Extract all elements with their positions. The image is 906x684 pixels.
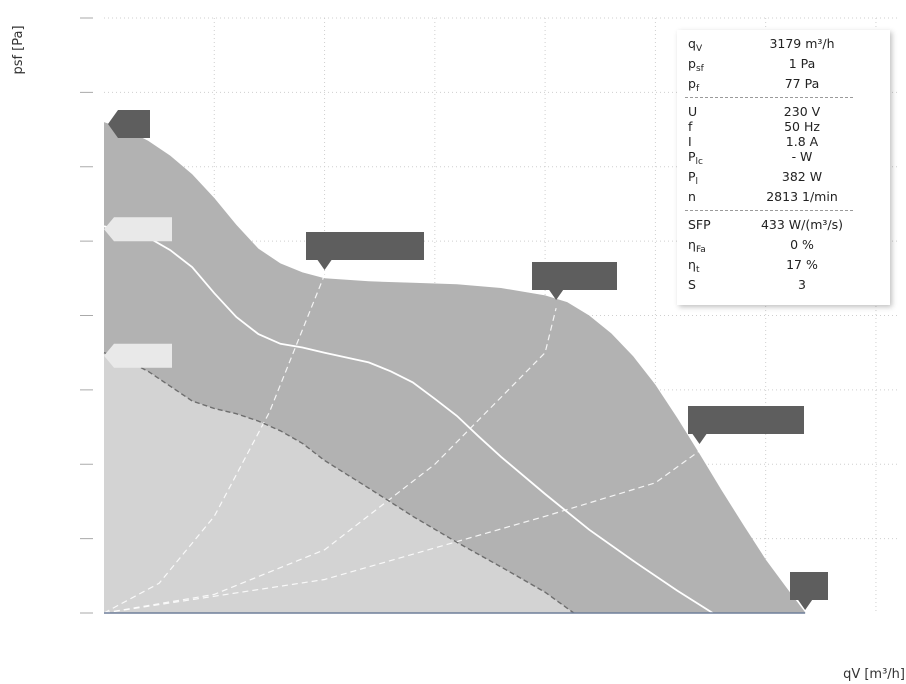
info-value: 1 Pa [788,56,816,71]
info-row: ηFa 0 % [677,236,890,255]
fan-curve-1 [103,225,714,614]
efficiency-line-2 [103,307,557,614]
callout-marker-1 [108,110,150,138]
info-row: Pl 382 W [677,168,890,187]
info-row: Plc - W [677,148,890,167]
curves [103,225,806,614]
info-symbol: U [688,103,697,121]
curve-label-box [104,217,172,242]
info-row: I 1.8 A [677,133,890,151]
info-symbol: S [688,276,696,294]
info-value: 230 V [783,104,821,119]
info-symbol-subscript: l [695,177,699,187]
lower-curve-area [104,352,574,613]
callout-marker-5 [790,572,828,610]
info-symbol-text: P [688,149,696,164]
fan-curve-2 [103,352,575,614]
info-value: 17 % [786,257,818,272]
info-row: SFP 433 W/(m³/s) [677,216,890,234]
info-symbol: ηFa [688,236,706,259]
info-symbol: pf [688,75,699,98]
callout-marker-3 [532,262,617,300]
info-value: 1.8 A [785,134,819,149]
info-value: 77 Pa [784,76,820,91]
info-symbol-subscript: V [695,44,703,54]
annotations [104,110,828,610]
info-separator [685,97,853,98]
info-row: n 2813 1/min [677,188,890,206]
info-symbol: psf [688,55,704,78]
info-symbol-text: I [688,134,692,149]
info-value: 433 W/(m³/s) [760,217,844,232]
info-symbol-subscript: lc [695,157,703,167]
info-symbol: f [688,118,692,136]
info-symbol-text: p [688,76,696,91]
info-symbol-text: S [688,277,696,292]
info-symbol: SFP [688,216,711,234]
info-value: - W [791,149,813,164]
info-row: U 230 V [677,103,890,121]
efficiency-line-3 [103,450,700,614]
info-symbol: I [688,133,692,151]
info-value: 2813 1/min [766,189,838,204]
info-value: 50 Hz [784,119,820,134]
info-symbol: Plc [688,148,703,171]
info-value: 382 W [781,169,823,184]
info-value: 0 % [790,237,814,252]
info-symbol: ηt [688,256,699,279]
curve-label-box [104,343,172,368]
info-symbol: n [688,188,696,206]
info-symbol: Pl [688,168,698,191]
info-symbol-text: p [688,56,696,71]
efficiency-line-1 [103,274,326,614]
info-row: qV 3179 m³/h [677,35,890,54]
info-symbol-subscript: t [695,265,700,275]
info-separator [685,210,853,211]
info-symbol-text: f [688,119,693,134]
info-row: f 50 Hz [677,118,890,136]
info-symbol-text: P [688,169,696,184]
callout-marker-2 [306,232,424,270]
info-row: psf 1 Pa [677,55,890,74]
x-axis-title: qV [m³/h] [843,667,905,682]
info-symbol-subscript: Fa [695,245,706,255]
info-symbol-text: η [688,257,696,272]
info-row: pf 77 Pa [677,75,890,94]
info-symbol-subscript: sf [695,64,704,74]
info-symbol-text: η [688,237,696,252]
info-value: 3 [798,277,806,292]
info-symbol-text: n [688,189,696,204]
info-symbol: qV [688,35,702,58]
info-value: 3179 m³/h [769,36,835,51]
info-symbol-subscript: f [695,84,700,94]
axes [80,17,93,614]
info-symbol-text: q [688,36,696,51]
callout-marker-4 [688,406,804,444]
info-symbol-text: U [688,104,698,119]
info-symbol-text: SFP [688,217,711,232]
info-row: ηt 17 % [677,256,890,275]
y-axis-title: psf [Pa] [11,25,26,74]
